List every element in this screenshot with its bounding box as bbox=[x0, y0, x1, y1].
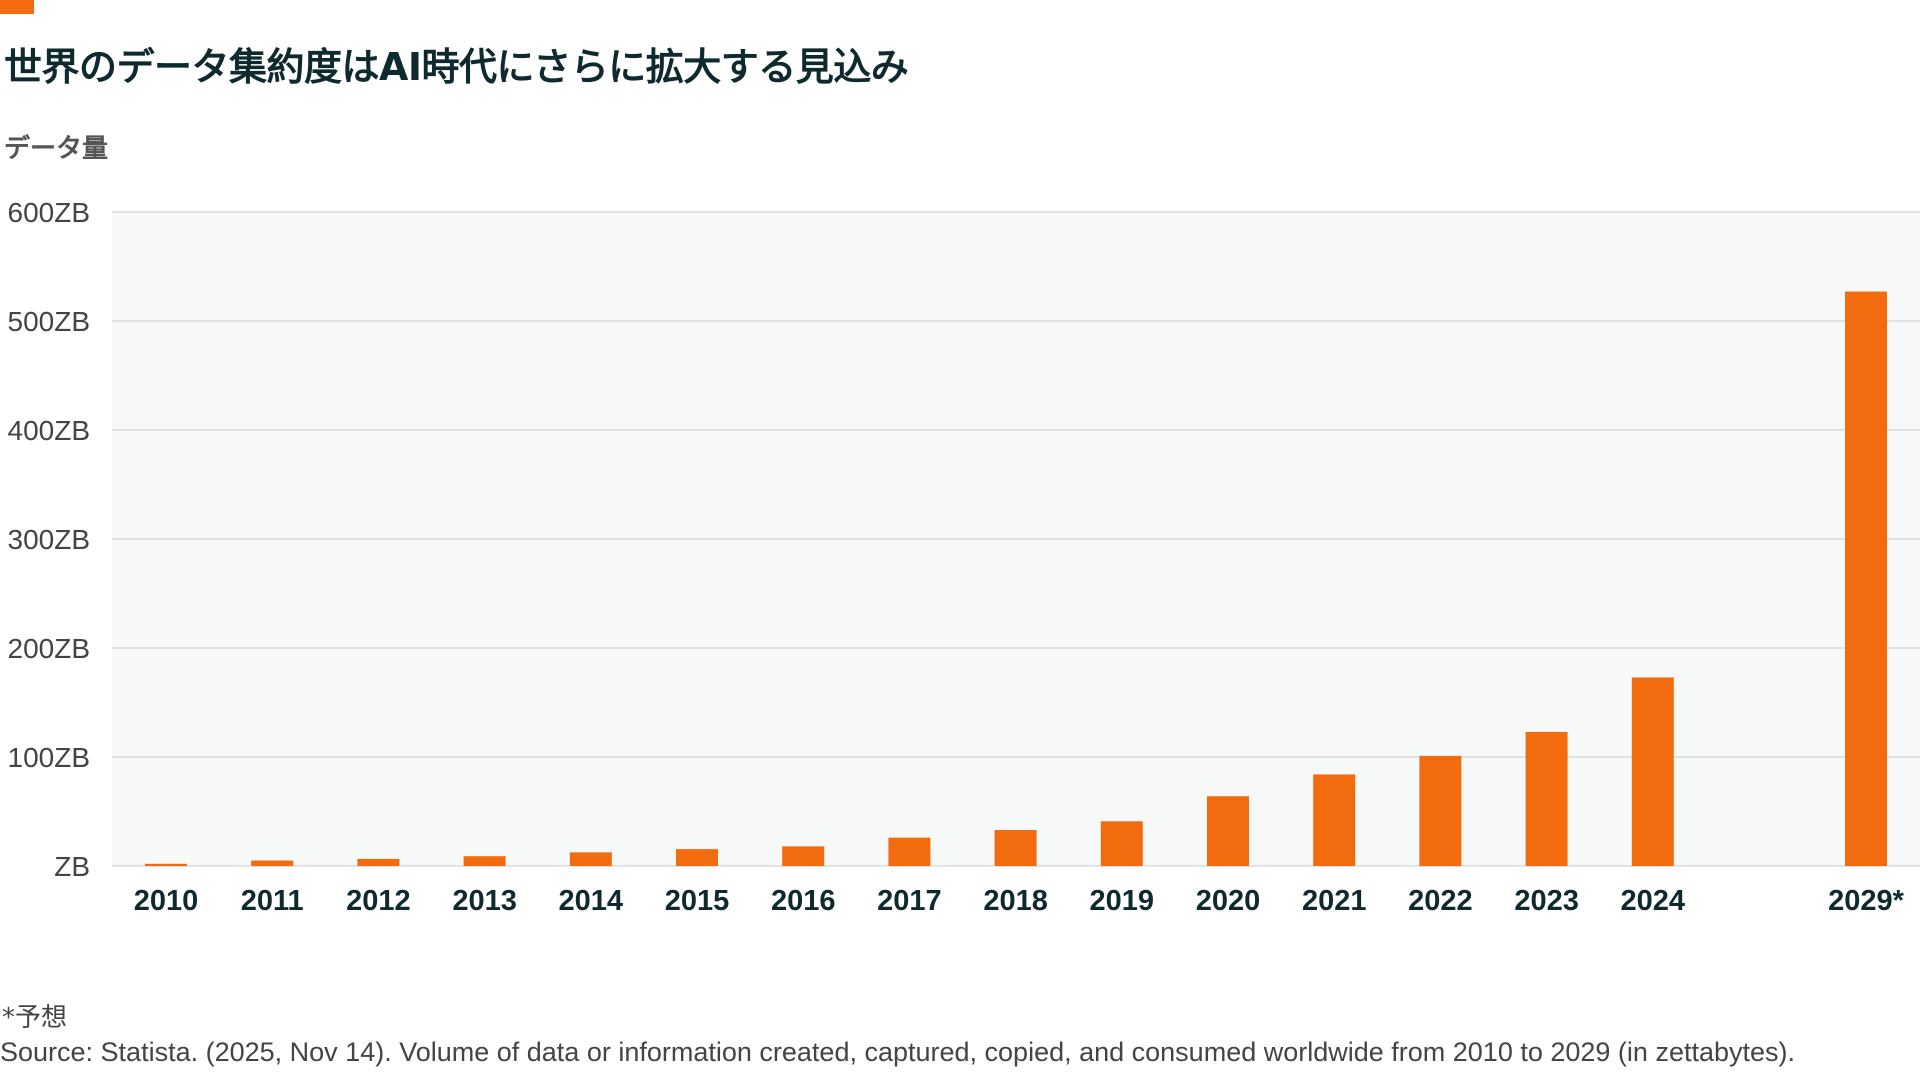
x-tick-label: 2022 bbox=[1408, 885, 1473, 917]
y-tick-label: 500ZB bbox=[8, 306, 91, 337]
accent-bar bbox=[0, 0, 34, 14]
bar bbox=[251, 860, 294, 866]
source-note: Source: Statista. (2025, Nov 14). Volume… bbox=[0, 1037, 1795, 1067]
bar bbox=[994, 830, 1037, 866]
x-tick-label: 2020 bbox=[1196, 885, 1261, 917]
bar bbox=[1419, 755, 1462, 866]
bar bbox=[782, 846, 825, 866]
x-tick-label: 2011 bbox=[241, 885, 304, 917]
footnote: *予想 bbox=[2, 1003, 68, 1033]
x-tick-label: 2029* bbox=[1828, 885, 1905, 917]
bar bbox=[1845, 291, 1887, 866]
bar bbox=[888, 837, 931, 866]
y-tick-label: 300ZB bbox=[8, 524, 91, 555]
x-tick-label: 2012 bbox=[346, 885, 411, 917]
x-tick-label: 2015 bbox=[665, 885, 730, 917]
x-tick-label: 2013 bbox=[452, 885, 517, 917]
x-tick-label: 2018 bbox=[983, 885, 1048, 917]
y-tick-label: 600ZB bbox=[8, 197, 91, 228]
bar bbox=[1100, 821, 1143, 866]
bar bbox=[1313, 774, 1356, 866]
x-tick-label: 2019 bbox=[1090, 885, 1155, 917]
y-tick-label: 200ZB bbox=[8, 633, 91, 664]
y-tick-label: 100ZB bbox=[8, 742, 91, 773]
bar bbox=[1525, 731, 1568, 866]
x-tick-label: 2021 bbox=[1302, 885, 1367, 917]
bar bbox=[1631, 677, 1674, 866]
bar bbox=[463, 856, 506, 866]
x-tick-label: 2016 bbox=[771, 885, 836, 917]
x-tick-label: 2024 bbox=[1621, 885, 1686, 917]
y-tick-label: 400ZB bbox=[8, 415, 91, 446]
y-tick-label: ZB bbox=[54, 851, 90, 882]
y-axis-title: データ量 bbox=[4, 134, 109, 164]
bar bbox=[357, 858, 400, 866]
x-tick-label: 2010 bbox=[134, 885, 199, 917]
bar bbox=[569, 852, 612, 866]
bar bbox=[676, 849, 718, 866]
x-tick-label: 2014 bbox=[559, 885, 624, 917]
x-tick-label: 2023 bbox=[1514, 885, 1579, 917]
bar-chart: ZB 100ZB 200ZB 300ZB 400ZB 500ZB 600ZB 2010 2011… bbox=[8, 197, 1920, 917]
chart-title: 世界のデータ集約度はAI時代にさらに拡大する見込み bbox=[4, 45, 909, 89]
x-tick-label: 2017 bbox=[877, 885, 942, 917]
bar bbox=[1207, 796, 1249, 866]
bar bbox=[145, 863, 187, 866]
